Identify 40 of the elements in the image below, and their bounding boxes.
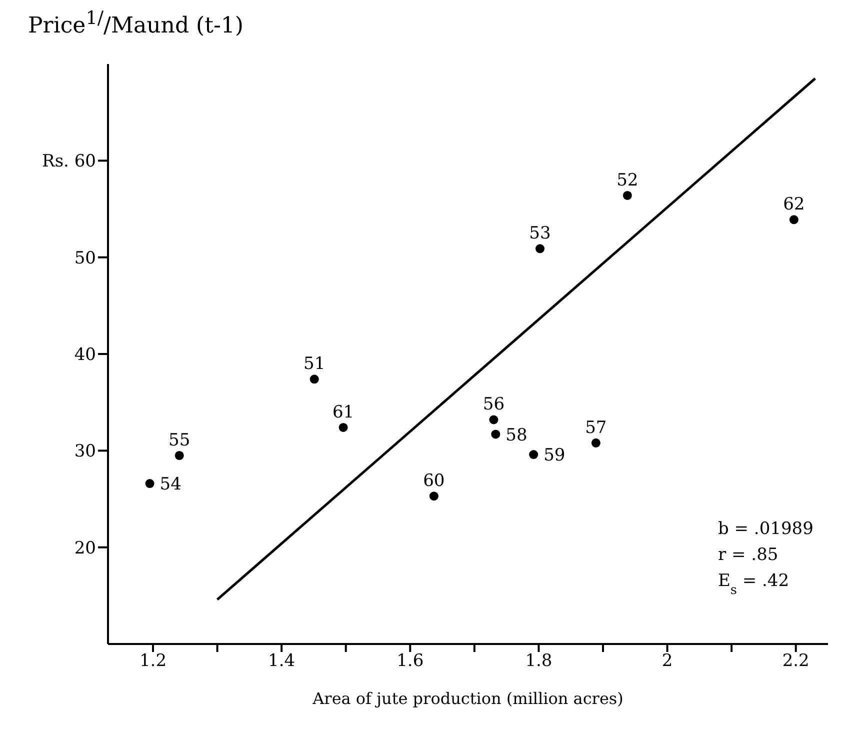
point — [491, 430, 500, 440]
annotation: 58 — [506, 426, 528, 446]
annotation: 60 — [423, 471, 445, 492]
annotation: 51 — [304, 354, 326, 374]
point — [310, 374, 319, 384]
x-tick-label: 2 — [662, 651, 673, 672]
annotation: 52 — [616, 170, 638, 191]
y-tick-label: 30 — [74, 442, 96, 462]
x-tick-label: 1.6 — [396, 651, 424, 672]
x-tick-label: 2.2 — [782, 651, 810, 672]
annotation: 55 — [168, 430, 190, 451]
point — [535, 244, 545, 254]
y-tick-label: 20 — [74, 538, 96, 559]
x-tick-label: 1.8 — [525, 651, 552, 672]
annotation: 57 — [585, 418, 607, 438]
point — [338, 423, 348, 432]
annotation: 53 — [529, 224, 551, 244]
annotation: 61 — [332, 402, 354, 423]
annotation: 54 — [160, 474, 182, 495]
annotation: E$_{s}$ = .42 — [718, 571, 790, 598]
y-tick-label: Rs. 60 — [42, 152, 96, 172]
point — [489, 416, 498, 425]
point — [591, 438, 600, 448]
y-tick-label: 40 — [74, 345, 96, 366]
annotation: b = .01989 — [718, 519, 814, 540]
annotation: 62 — [783, 194, 805, 215]
x-axis-title: Area of jute production (million acres) — [312, 689, 624, 708]
point — [622, 191, 632, 200]
point — [174, 451, 184, 460]
y-axis-title: Price$^{1/}$/Maund (t-1) — [28, 8, 244, 38]
x-tick-label: 1.4 — [268, 651, 296, 672]
point — [789, 215, 798, 224]
x-tick-label: 1.2 — [139, 651, 167, 672]
point — [429, 492, 438, 501]
annotation: 59 — [544, 446, 566, 466]
y-tick-label: 50 — [74, 248, 96, 269]
annotation: 56 — [482, 395, 505, 416]
point — [145, 479, 154, 488]
point — [529, 450, 538, 460]
annotation: r = .85 — [718, 545, 778, 566]
